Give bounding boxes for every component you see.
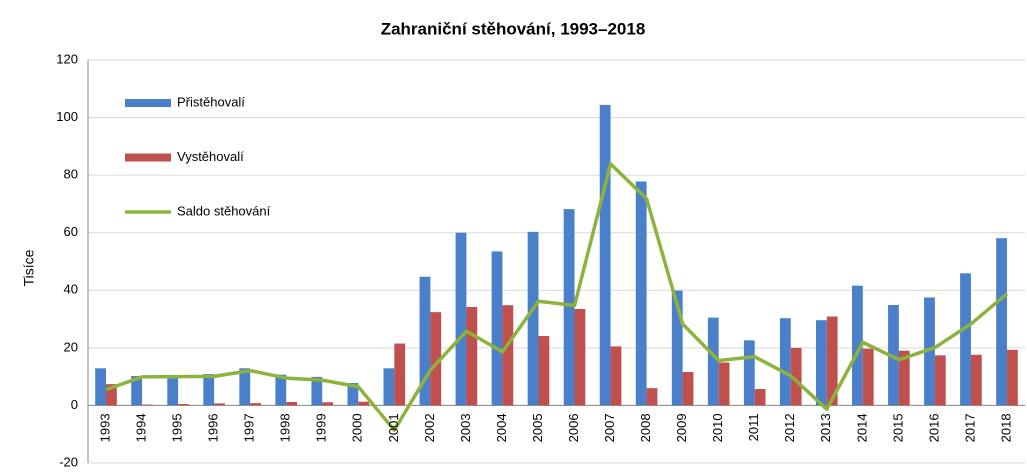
bar xyxy=(970,354,982,406)
bar xyxy=(635,181,647,406)
bar xyxy=(754,389,766,406)
bar xyxy=(852,285,863,406)
x-tick-label: 2012 xyxy=(782,413,797,442)
bar xyxy=(142,404,153,406)
bar xyxy=(779,318,791,406)
bar xyxy=(203,374,215,406)
bar xyxy=(574,308,586,406)
x-tick-label: 2000 xyxy=(350,413,365,442)
y-tick-label: 80 xyxy=(64,167,78,182)
bar xyxy=(178,403,189,406)
bar xyxy=(671,290,683,406)
bar xyxy=(106,384,117,406)
legend-label: Vystěhovalí xyxy=(177,149,244,164)
bar xyxy=(167,375,179,406)
bar xyxy=(455,232,467,406)
x-tick-label: 2004 xyxy=(494,413,509,442)
x-tick-label: 2002 xyxy=(422,413,437,442)
chart-title: Zahraniční stěhování, 1993–2018 xyxy=(381,19,646,38)
x-tick-label: 2005 xyxy=(530,413,545,442)
y-axis-label: Tisíce xyxy=(21,249,37,286)
y-tick-label: 100 xyxy=(56,109,78,124)
bar xyxy=(743,340,755,406)
bar xyxy=(286,401,298,406)
bar xyxy=(131,376,143,406)
x-tick-label: 2015 xyxy=(890,413,905,442)
x-tick-label: 1997 xyxy=(242,413,257,442)
bar xyxy=(996,238,1007,406)
bar xyxy=(527,231,539,406)
x-tick-label: 2011 xyxy=(746,413,761,441)
bar xyxy=(1006,349,1018,406)
bar xyxy=(250,403,261,406)
x-tick-label: 2009 xyxy=(674,413,689,442)
bar xyxy=(430,312,442,406)
x-tick-label: 1998 xyxy=(278,413,293,442)
x-tick-label: 2018 xyxy=(998,413,1013,442)
bar xyxy=(826,316,838,406)
bar xyxy=(502,305,514,406)
bar xyxy=(239,368,251,406)
legend-swatch xyxy=(125,153,171,162)
y-tick-label: 120 xyxy=(56,51,78,66)
x-tick-label: 2007 xyxy=(602,413,617,442)
bar xyxy=(383,368,395,406)
x-tick-label: 1995 xyxy=(170,413,185,442)
bar xyxy=(718,362,730,406)
bar xyxy=(599,104,611,406)
y-tick-label: 60 xyxy=(64,224,78,239)
bar xyxy=(95,368,107,406)
bar xyxy=(682,372,694,406)
bar xyxy=(610,346,622,406)
y-tick-label: -20 xyxy=(59,454,78,469)
bar xyxy=(394,343,406,406)
x-tick-label: 2013 xyxy=(818,413,833,442)
x-tick-label: 2014 xyxy=(854,413,869,442)
legend-label: Saldo stěhování xyxy=(177,203,271,218)
x-tick-label: 1999 xyxy=(314,413,329,442)
bar xyxy=(275,374,287,406)
bar xyxy=(934,355,946,406)
x-tick-label: 2016 xyxy=(926,413,941,442)
bar xyxy=(466,306,478,406)
bar xyxy=(646,388,658,406)
legend-label: Přistěhovalí xyxy=(177,94,245,109)
x-tick-label: 1996 xyxy=(206,413,221,442)
bar xyxy=(563,209,575,406)
bar xyxy=(491,251,503,406)
bar xyxy=(815,320,827,406)
legend-swatch xyxy=(125,99,171,107)
y-tick-label: 20 xyxy=(64,339,78,354)
bar xyxy=(322,402,334,406)
bar xyxy=(538,336,550,406)
x-tick-label: 2010 xyxy=(710,413,725,442)
bar xyxy=(214,403,225,406)
bar xyxy=(419,276,431,406)
x-tick-label: 2001 xyxy=(386,413,401,442)
bar xyxy=(960,273,971,406)
x-tick-label: 1993 xyxy=(97,413,112,442)
bar xyxy=(358,401,370,406)
y-tick-label: 40 xyxy=(64,282,78,297)
bar xyxy=(311,376,323,406)
bar xyxy=(707,317,719,406)
bar xyxy=(790,347,802,406)
x-tick-label: 1994 xyxy=(133,413,148,442)
x-tick-label: 2008 xyxy=(638,413,653,442)
bar xyxy=(898,350,910,406)
x-tick-label: 2003 xyxy=(458,413,473,442)
line xyxy=(105,162,1009,432)
x-tick-label: 2017 xyxy=(962,413,977,442)
bar xyxy=(862,348,874,406)
x-tick-label: 2006 xyxy=(566,413,581,442)
bar xyxy=(924,297,935,406)
y-tick-label: 0 xyxy=(71,397,78,412)
bar xyxy=(347,382,359,406)
